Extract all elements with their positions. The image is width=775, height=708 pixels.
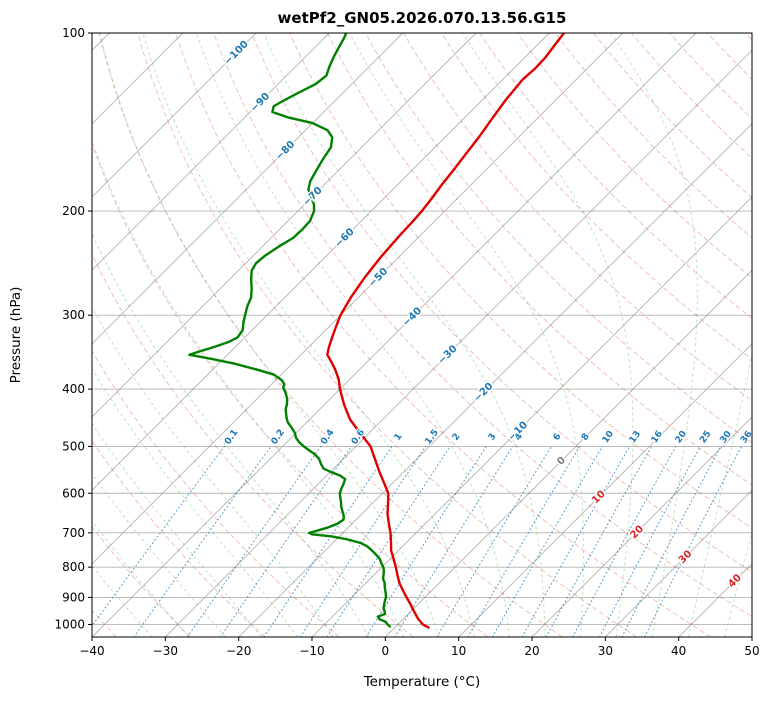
isotherm-line [311, 196, 752, 637]
mixing-ratio-line [186, 445, 322, 637]
moist-adiabat-line [610, 33, 698, 637]
dry-adiabat-line [92, 253, 414, 637]
x-tick-label: −30 [153, 644, 178, 658]
moist-adiabat-line [263, 33, 546, 637]
moist-adiabat-line [195, 33, 511, 637]
y-tick-label: 500 [62, 439, 85, 453]
mixing-ratio-line [92, 445, 225, 627]
isotherm-line [384, 269, 752, 637]
moist-adiabat-line [92, 139, 405, 637]
moist-adiabat-line [98, 33, 440, 637]
axis-ticks: −40 −30 −20 −10 0 10 20 30 40 50 100 200 300 400 500 60… [54, 26, 759, 658]
mixing-ratio-line [467, 445, 581, 637]
y-tick-label: 300 [62, 308, 85, 322]
dry-adiabat-line [175, 33, 712, 637]
moist-adiabat-line [92, 305, 334, 637]
mixing-ratio-line [491, 445, 603, 637]
mixing-ratio-lines [92, 445, 742, 637]
isotherm-line [531, 416, 752, 637]
x-tick-label: −20 [226, 644, 251, 658]
y-tick-label: 800 [62, 560, 85, 574]
dry-adiabat-line [327, 33, 752, 486]
dry-adiabat-line [92, 350, 340, 637]
x-tick-label: 10 [451, 644, 466, 658]
y-tick-label: 600 [62, 486, 85, 500]
dry-adiabat-line [631, 33, 752, 159]
mixing-ratio-line [133, 445, 272, 637]
mixing-ratio-line [365, 445, 487, 637]
dry-adiabat-line [92, 142, 489, 637]
mixing-ratio-line [545, 445, 653, 637]
moist-adiabat-line [724, 531, 752, 637]
plot-border [91, 32, 753, 638]
isotherm-line [92, 33, 257, 198]
isotherm-line [238, 123, 752, 637]
y-tick-label: 700 [62, 526, 85, 540]
mixing-ratio-line [436, 445, 552, 637]
dry-adiabat-line [213, 33, 752, 618]
dry-adiabat-line [99, 33, 563, 637]
dry-adiabat-line [555, 33, 752, 239]
dry-adiabat-line [137, 33, 637, 637]
sounding-profiles [188, 33, 566, 629]
moist-adiabats [92, 33, 752, 637]
x-tick-label: 50 [744, 644, 759, 658]
y-axis-label: Pressure (hPa) [8, 287, 24, 384]
x-tick-label: 0 [382, 644, 390, 658]
mixing-ratio-line [572, 445, 677, 637]
x-tick-label: −40 [79, 644, 104, 658]
isotherm-line [92, 33, 697, 637]
moist-adiabat-line [687, 352, 752, 637]
x-tick-label: −10 [299, 644, 324, 658]
y-tick-label: 200 [62, 204, 85, 218]
y-tick-label: 1000 [54, 617, 85, 631]
dry-adiabats [92, 33, 752, 637]
chart-title: wetPf2_GN05.2026.070.13.56.G15 [278, 9, 567, 27]
x-tick-label: 20 [524, 644, 539, 658]
isotherm-line [92, 33, 404, 345]
isotherm-line [92, 33, 624, 565]
mixing-ratio-line [599, 445, 701, 637]
isotherm-line [92, 33, 330, 271]
y-tick-label: 900 [62, 590, 85, 604]
y-tick-label: 100 [62, 26, 85, 40]
grid-lines [92, 33, 752, 637]
mixing-ratio-line [326, 445, 451, 637]
dry-adiabat-line [517, 33, 752, 279]
isotherm-line [92, 33, 477, 418]
dry-adiabat-line [251, 33, 752, 573]
dry-adiabat-line [365, 33, 752, 444]
x-axis-label: Temperature (°C) [363, 674, 481, 690]
mixing-ratio-line [219, 445, 352, 637]
mixing-ratio-line [521, 445, 631, 637]
dry-adiabat-line [289, 33, 752, 529]
moist-adiabat-line [92, 232, 370, 637]
isotherm-line [92, 33, 550, 491]
y-tick-label: 400 [62, 382, 85, 396]
isotherm-line [164, 49, 752, 637]
temperature-curve [326, 33, 566, 629]
dry-adiabat-line [441, 33, 752, 360]
mixing-ratio-line [394, 445, 514, 637]
dewpoint-curve [188, 33, 392, 628]
dry-adiabat-line [403, 33, 752, 402]
moist-adiabat-line [349, 33, 584, 637]
x-tick-label: 40 [671, 644, 686, 658]
x-tick-label: 30 [598, 644, 613, 658]
isotherm-line [458, 343, 752, 637]
isotherm-line [604, 489, 752, 637]
